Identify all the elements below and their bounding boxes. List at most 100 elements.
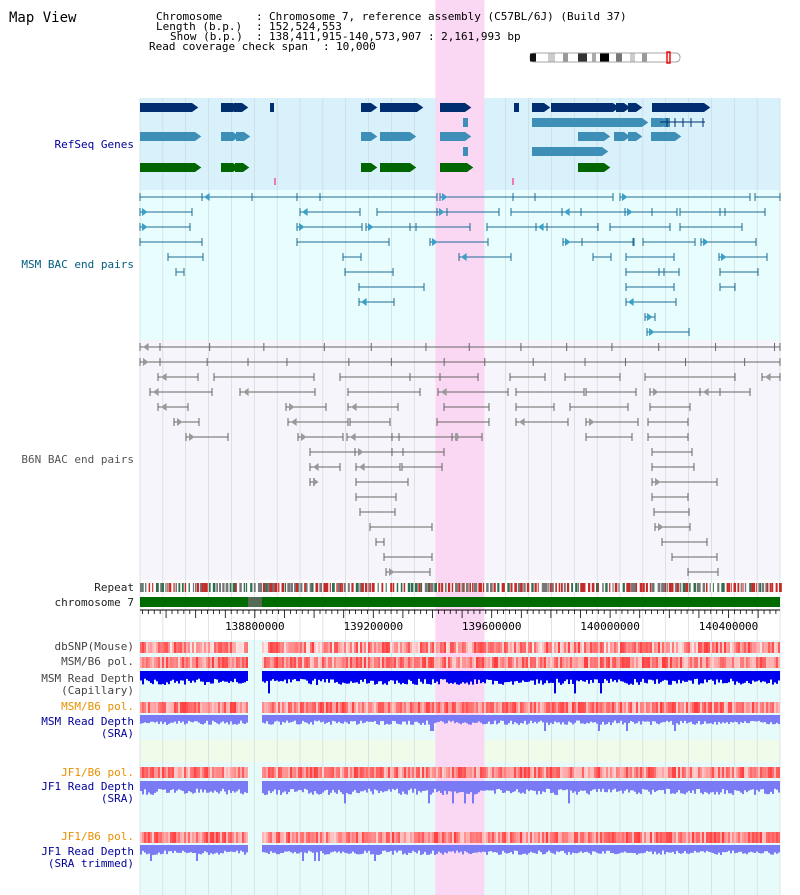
msm-capillary-depth-bar bbox=[694, 671, 696, 680]
msm-pol-heat-cell bbox=[568, 657, 570, 668]
refseq-marker bbox=[274, 178, 276, 185]
jf1-sra-depth-bar bbox=[698, 781, 700, 790]
dbsnp-heat-cell bbox=[646, 642, 648, 653]
jf1-trimmed-depth-bar bbox=[616, 845, 618, 855]
jf1-sra-depth-bar bbox=[456, 781, 458, 794]
dbsnp-heat-cell bbox=[554, 642, 556, 653]
jf1-sra-depth-bar bbox=[430, 781, 432, 795]
refseq-gene-block bbox=[463, 147, 468, 156]
msm-pol-heat-cell bbox=[362, 657, 364, 668]
jf1-pol-heat-cell bbox=[672, 767, 674, 778]
dbsnp-heat-cell bbox=[336, 642, 338, 653]
jf1-sra-depth-bar bbox=[338, 781, 340, 790]
msm-sra-depth-bar bbox=[352, 715, 354, 722]
dbsnp-heat-cell bbox=[214, 642, 216, 653]
msm-pol-heat-cell bbox=[778, 657, 780, 668]
repeat-element bbox=[260, 583, 263, 592]
jf1-pol-heat-cell bbox=[302, 767, 304, 778]
jf1-trimmed-depth-bar bbox=[740, 845, 742, 852]
dbsnp-heat-cell bbox=[704, 642, 706, 653]
jf1-trimmed-depth-bar bbox=[654, 845, 656, 852]
msm-pol2-heat-cell bbox=[364, 702, 366, 713]
dbsnp-heat-cell bbox=[160, 642, 162, 653]
jf1-pol-heat-cell bbox=[530, 767, 532, 778]
msm-capillary-depth-bar bbox=[198, 671, 200, 679]
msm-sra-depth-bar bbox=[662, 715, 664, 723]
msm-pol2-heat-cell bbox=[376, 702, 378, 713]
msm-sra-depth-bar bbox=[512, 715, 514, 725]
jf1-pol-heat-cell bbox=[418, 767, 420, 778]
jf1-pol-heat-cell bbox=[638, 767, 640, 778]
b6n-bac-arrow bbox=[703, 388, 709, 396]
msm-pol-heat-cell bbox=[684, 657, 686, 668]
msm-sra-depth-bar bbox=[498, 715, 500, 724]
jf1-pol-heat-cell bbox=[356, 767, 358, 778]
dbsnp-heat-cell bbox=[366, 642, 368, 653]
msm-sra-depth-bar bbox=[418, 715, 420, 724]
jf1-pol-heat-cell bbox=[508, 767, 510, 778]
msm-capillary-depth-bar bbox=[462, 671, 464, 683]
dbsnp-heat-cell bbox=[520, 642, 522, 653]
msm-pol2-heat-cell bbox=[520, 702, 522, 713]
jf1-pol2-heat-cell bbox=[228, 832, 230, 843]
jf1-pol-heat-cell bbox=[702, 767, 704, 778]
refseq-gene-block bbox=[221, 163, 233, 172]
repeat-element bbox=[523, 583, 526, 592]
msm-pol-heat-cell bbox=[158, 657, 160, 668]
jf1-pol-heat-cell bbox=[198, 767, 200, 778]
msm-pol-heat-cell bbox=[424, 657, 426, 668]
dbsnp-heat-cell bbox=[404, 642, 406, 653]
jf1-sra-depth-bar bbox=[316, 781, 318, 794]
msm-sra-depth-bar bbox=[348, 715, 350, 725]
msm-pol-heat-cell bbox=[494, 657, 496, 668]
jf1-pol2-heat-cell bbox=[386, 832, 388, 843]
jf1-sra-depth-bar bbox=[146, 781, 148, 795]
jf1-sra-depth-bar bbox=[148, 781, 150, 793]
jf1-sra-depth-bar bbox=[160, 781, 162, 790]
jf1-sra-depth-bar bbox=[314, 781, 316, 792]
jf1-pol2-heat-cell bbox=[298, 832, 300, 843]
jf1-pol-heat-cell bbox=[334, 767, 336, 778]
msm-capillary-depth-bar bbox=[742, 671, 744, 684]
jf1-trimmed-depth-bar bbox=[344, 845, 346, 853]
dbsnp-heat-cell bbox=[390, 642, 392, 653]
msm-pol2-heat-cell bbox=[264, 702, 266, 713]
jf1-pol-heat-cell bbox=[760, 767, 762, 778]
msm-capillary-depth-bar bbox=[726, 671, 728, 684]
msm-capillary-depth-bar bbox=[718, 671, 720, 683]
msm-pol-heat-cell bbox=[642, 657, 644, 668]
msm-capillary-depth-bar bbox=[570, 671, 572, 680]
msm-pol-heat-cell bbox=[346, 657, 348, 668]
msm-sra-depth-bar bbox=[738, 715, 740, 725]
repeat-element bbox=[385, 583, 387, 592]
msm-pol2-heat-cell bbox=[210, 702, 212, 713]
msm-capillary-depth-bar bbox=[350, 671, 352, 682]
jf1-sra-depth-bar bbox=[682, 781, 684, 794]
jf1-pol2-heat-cell bbox=[324, 832, 326, 843]
jf1-trimmed-depth-bar bbox=[234, 845, 236, 853]
jf1-trimmed-depth-bar bbox=[202, 845, 204, 854]
msm-pol-heat-cell bbox=[632, 657, 634, 668]
msm-pol2-heat-cell bbox=[658, 702, 660, 713]
repeat-element bbox=[676, 583, 679, 592]
refseq-gene-arrow bbox=[544, 103, 551, 112]
msm-pol-heat-cell bbox=[468, 657, 470, 668]
msm-pol2-heat-cell bbox=[734, 702, 736, 713]
msm-pol-heat-cell bbox=[776, 657, 778, 668]
msm-pol-heat-cell bbox=[358, 657, 360, 668]
msm-capillary-depth-bar bbox=[614, 671, 616, 681]
jf1-trimmed-depth-bar bbox=[420, 845, 422, 855]
jf1-trimmed-depth-bar bbox=[146, 845, 148, 855]
msm-capillary-depth-bar bbox=[432, 671, 434, 680]
msm-pol2-heat-cell bbox=[478, 702, 480, 713]
repeat-element bbox=[566, 583, 570, 592]
jf1-sra-depth-bar bbox=[674, 781, 676, 794]
msm-pol-heat-cell bbox=[600, 657, 602, 668]
msm-sra-depth-bar bbox=[714, 715, 716, 722]
jf1-trimmed-depth-bar bbox=[512, 845, 514, 855]
msm-pol2-heat-cell bbox=[268, 702, 270, 713]
dbsnp-heat-cell bbox=[702, 642, 704, 653]
dbsnp-heat-cell bbox=[450, 642, 452, 653]
jf1-pol-heat-cell bbox=[202, 767, 204, 778]
msm-pol-heat-cell bbox=[448, 657, 450, 668]
